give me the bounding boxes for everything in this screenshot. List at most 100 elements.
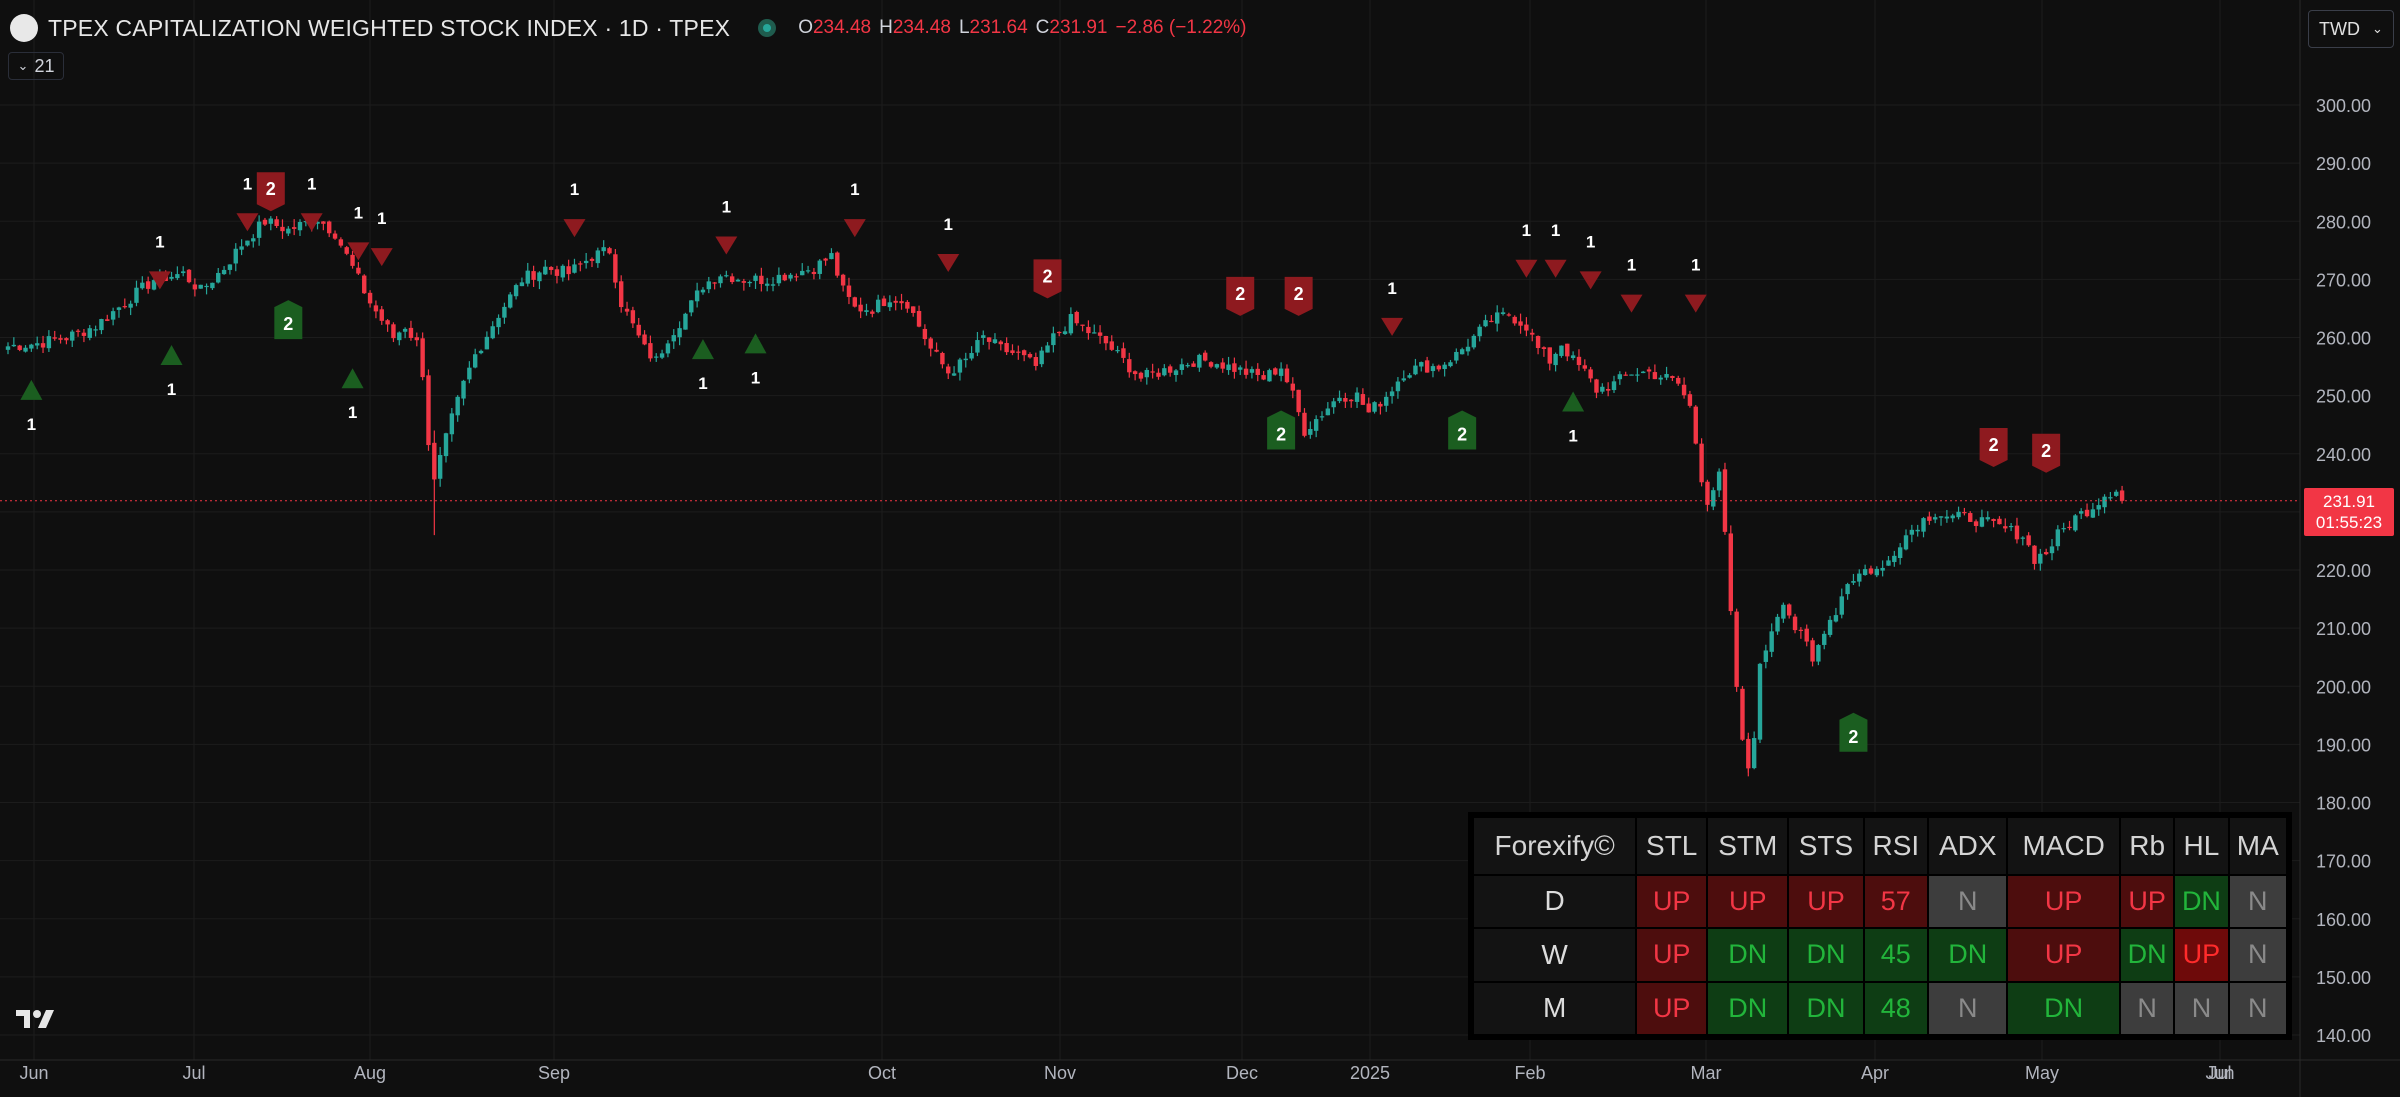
- candle-body: [227, 264, 233, 270]
- sell-signal-marker: [1544, 259, 1567, 278]
- candle-body: [1687, 394, 1693, 406]
- currency-select[interactable]: TWD ⌄: [2308, 10, 2394, 48]
- candle-body: [1033, 357, 1039, 366]
- candle-body: [122, 306, 127, 308]
- candle-body: [1845, 584, 1850, 595]
- candle-body: [2020, 537, 2025, 539]
- candle-body: [1185, 365, 1190, 367]
- buy-signal-marker: [274, 300, 303, 340]
- candle-body: [221, 269, 227, 275]
- market-status-icon[interactable]: [758, 19, 777, 37]
- candle-body: [58, 338, 63, 340]
- last-price: 231.91: [2323, 492, 2375, 511]
- dashboard-cell: DN: [2008, 982, 2119, 1034]
- candle-body: [1827, 619, 1833, 635]
- candle-body: [268, 218, 273, 224]
- candle-body: [992, 339, 998, 344]
- candle-body: [1004, 343, 1009, 353]
- candle-body: [1868, 568, 1874, 574]
- candle-body: [1313, 419, 1319, 431]
- candle-body: [1115, 350, 1120, 352]
- symbol-logo-icon[interactable]: [10, 14, 38, 42]
- candle-body: [1629, 374, 1634, 376]
- candle-body: [1547, 347, 1552, 364]
- candle-body: [735, 279, 741, 282]
- x-tick-label: Dec: [1226, 1063, 1258, 1083]
- high-label: H: [879, 17, 893, 38]
- candle-body: [893, 300, 898, 303]
- candle-body: [601, 247, 606, 252]
- y-tick-label: 250.00: [2316, 387, 2371, 407]
- signal-label: 2: [283, 314, 293, 334]
- candle-body: [2049, 546, 2055, 554]
- candle-body: [70, 331, 75, 341]
- indicators-toggle-button[interactable]: ⌄ 21: [8, 52, 64, 80]
- candle-body: [1582, 365, 1587, 369]
- candle-body: [1150, 371, 1155, 373]
- sell-signal-marker: [300, 213, 323, 232]
- signal-label: 1: [1551, 221, 1560, 240]
- candle-body: [1197, 354, 1202, 368]
- candle-body: [759, 275, 764, 285]
- timeframe-label: M: [1474, 982, 1636, 1034]
- sell-signal-marker: [1381, 317, 1404, 336]
- candle-body: [659, 353, 665, 358]
- candle-body: [899, 301, 904, 304]
- candle-body: [1366, 403, 1371, 413]
- symbol-title[interactable]: TPEX CAPITALIZATION WEIGHTED STOCK INDEX…: [48, 14, 731, 41]
- candle-body: [654, 356, 659, 358]
- x-tick-label: Mar: [1691, 1063, 1722, 1083]
- candle-body: [560, 265, 565, 278]
- candle-body: [87, 328, 92, 338]
- x-tick-label: Jul: [182, 1063, 205, 1083]
- dashboard-cell: DN: [1929, 929, 2007, 981]
- candle-body: [256, 221, 262, 238]
- x-tick-label: Aug: [354, 1063, 386, 1083]
- dashboard-cell: DN: [1708, 929, 1788, 981]
- candle-body: [1471, 335, 1477, 348]
- signal-label: 1: [850, 180, 859, 199]
- signal-label: 2: [1235, 284, 1245, 304]
- forexify-dashboard: Forexify© STL STM STS RSI ADX MACD Rb HL…: [1468, 812, 2292, 1040]
- candle-body: [706, 281, 711, 290]
- candle-body: [1086, 326, 1091, 334]
- candle-body: [1407, 375, 1412, 378]
- candle-body: [251, 238, 256, 242]
- candle-body: [747, 281, 752, 284]
- candle-body: [2096, 505, 2101, 510]
- sell-signal-marker: [1284, 276, 1313, 316]
- candle-body: [1156, 372, 1161, 377]
- candle-body: [391, 324, 396, 339]
- sell-signal-marker: [843, 219, 866, 238]
- candle-body: [1092, 332, 1097, 334]
- candle-body: [116, 307, 122, 310]
- candle-body: [1734, 611, 1739, 687]
- signal-label: 2: [2041, 441, 2051, 461]
- candle-body: [1080, 324, 1085, 326]
- candle-body: [297, 222, 303, 231]
- candle-body: [1214, 364, 1220, 368]
- y-tick-label: 240.00: [2316, 445, 2371, 465]
- signal-label: 1: [944, 215, 953, 234]
- candle-body: [1267, 370, 1272, 382]
- tradingview-logo-icon[interactable]: [16, 1008, 62, 1030]
- candle-body: [210, 282, 215, 289]
- sell-signal-marker: [347, 242, 370, 261]
- candle-body: [1798, 629, 1804, 631]
- dashboard-cell: DN: [1789, 929, 1863, 981]
- candle-body: [134, 287, 139, 303]
- candle-body: [204, 285, 209, 288]
- x-tick-label: Nov: [1044, 1063, 1076, 1083]
- low-value: 231.64: [969, 17, 1028, 38]
- candle-body: [1553, 353, 1558, 366]
- candle-body: [1296, 389, 1301, 413]
- candle-body: [846, 285, 852, 297]
- candle-body: [589, 258, 595, 261]
- candle-body: [554, 269, 560, 276]
- y-tick-label: 300.00: [2316, 96, 2371, 116]
- candle-body: [1144, 369, 1149, 378]
- candle-body: [75, 330, 81, 332]
- y-tick-label: 220.00: [2316, 561, 2371, 581]
- col-adx: ADX: [1929, 818, 2007, 874]
- candle-body: [788, 274, 793, 279]
